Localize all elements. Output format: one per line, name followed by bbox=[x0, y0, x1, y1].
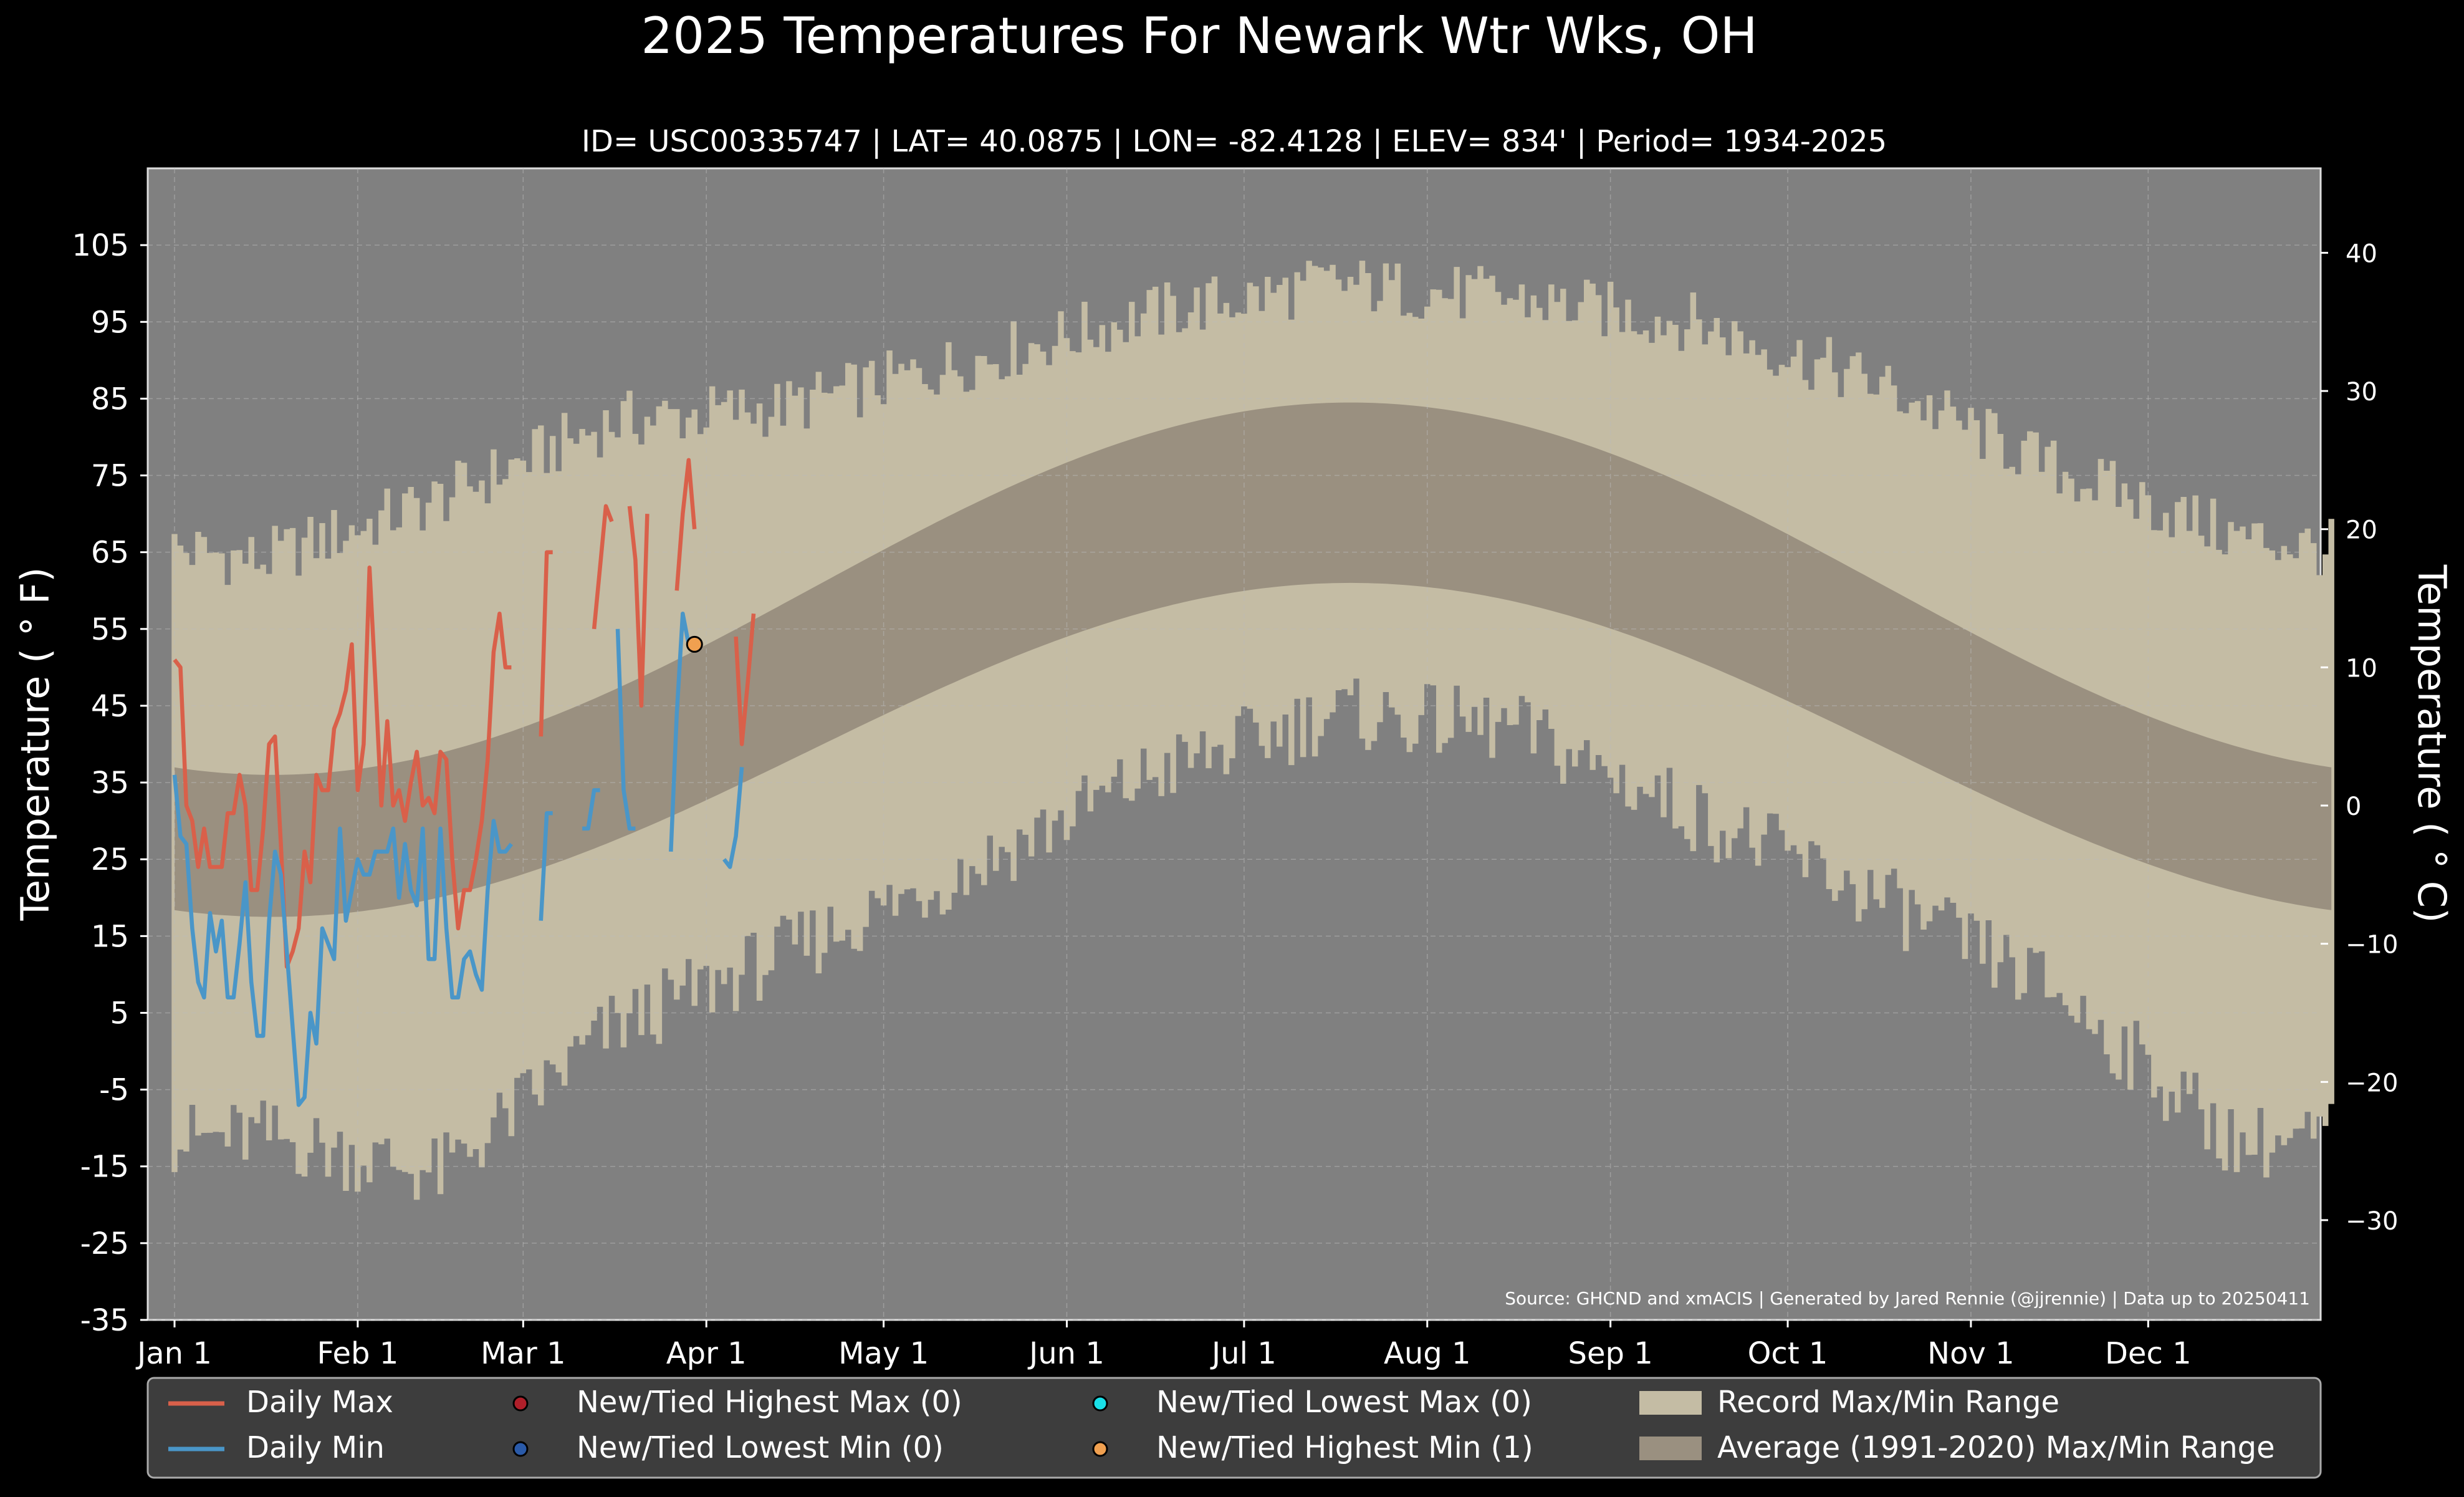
daily-max-line bbox=[734, 613, 756, 746]
highest-min-marker bbox=[686, 635, 703, 653]
legend-highest-min-label: New/Tied Highest Min (1) bbox=[1156, 1430, 1533, 1465]
y-tick-label: 75 bbox=[91, 459, 129, 494]
x-tick-label: Nov 1 bbox=[1927, 1336, 2014, 1371]
daily-max-line bbox=[173, 566, 512, 969]
y-tick-label: 105 bbox=[72, 228, 129, 263]
legend-lowest-min-label: New/Tied Lowest Min (0) bbox=[577, 1430, 944, 1465]
legend-daily-min-label: Daily Min bbox=[246, 1430, 385, 1465]
source-note: Source: GHCND and xmACIS | Generated by … bbox=[1505, 1288, 2310, 1309]
y-tick-label: 25 bbox=[91, 842, 129, 877]
daily-series bbox=[172, 458, 756, 1107]
x-tick-label: Aug 1 bbox=[1384, 1336, 1471, 1371]
y-tick-label: 55 bbox=[91, 612, 129, 647]
y-tick-label: 5 bbox=[110, 996, 129, 1031]
daily-min-line bbox=[615, 628, 636, 831]
y-tick-label: 85 bbox=[91, 382, 129, 416]
daily-max-line bbox=[592, 504, 614, 630]
x-tick-label: Jun 1 bbox=[1027, 1336, 1105, 1371]
y-tick-label: -35 bbox=[80, 1303, 129, 1338]
daily-min-line bbox=[539, 811, 553, 921]
chart-title: 2025 Temperatures For Newark Wtr Wks, OH bbox=[641, 7, 1757, 65]
y-tick-label: 45 bbox=[91, 689, 129, 724]
legend-record-range-label: Record Max/Min Range bbox=[1717, 1385, 2059, 1420]
y-tick-label: 95 bbox=[91, 305, 129, 340]
y-right-tick-label: 20 bbox=[2346, 516, 2377, 545]
x-tick-label: Sep 1 bbox=[1568, 1336, 1653, 1371]
y-tick-label: -5 bbox=[99, 1073, 129, 1108]
y-axis-right: −30 −20 −10 0 10 20 30 40 bbox=[2321, 239, 2398, 1236]
legend: Daily Max Daily Min New/Tied Highest Max (… bbox=[168, 1385, 2275, 1465]
x-tick-label: Dec 1 bbox=[2105, 1336, 2192, 1371]
daily-min-line bbox=[582, 788, 600, 831]
legend-highest-max-swatch bbox=[512, 1395, 529, 1412]
grid-lines bbox=[148, 168, 2321, 1321]
y-tick-label: -15 bbox=[80, 1150, 129, 1185]
legend-box bbox=[146, 1377, 2322, 1479]
y-right-tick-label: 30 bbox=[2346, 378, 2377, 407]
x-tick-label: Apr 1 bbox=[666, 1336, 747, 1371]
daily-max-line bbox=[674, 458, 697, 591]
daily-min-line bbox=[172, 774, 513, 1107]
y-axis-label-left: Temperature ( ° F) bbox=[12, 567, 58, 922]
y-axis-left: -35 -25 -15 -5 5 15 25 35 45 55 65 75 85 95 105 bbox=[72, 228, 148, 1338]
chart-subtitle: ID= USC00335747 | LAT= 40.0875 | LON= -8… bbox=[582, 124, 1887, 159]
normal-range-area bbox=[175, 402, 2332, 917]
y-right-tick-label: −20 bbox=[2346, 1069, 2398, 1097]
y-tick-label: 65 bbox=[91, 536, 129, 570]
x-axis: Jan 1 Feb 1 Mar 1 Apr 1 May 1 Jun 1 Jul 1 Aug 1… bbox=[135, 1320, 2192, 1371]
x-tick-label: Jan 1 bbox=[135, 1336, 212, 1371]
legend-lowest-max-swatch bbox=[1092, 1395, 1108, 1412]
record-range-area bbox=[171, 261, 2334, 1200]
x-tick-label: Oct 1 bbox=[1748, 1336, 1828, 1371]
y-right-tick-label: −10 bbox=[2346, 931, 2398, 960]
daily-min-line bbox=[722, 767, 744, 869]
y-right-tick-label: −30 bbox=[2346, 1207, 2398, 1236]
record-markers bbox=[686, 635, 703, 653]
normal-range-band bbox=[175, 402, 2332, 917]
x-tick-label: Jul 1 bbox=[1210, 1336, 1277, 1371]
x-tick-label: Mar 1 bbox=[481, 1336, 565, 1371]
y-axis-label-right: Temperature ( ° C) bbox=[2409, 564, 2455, 923]
daily-min-line bbox=[669, 611, 691, 852]
legend-lowest-max-label: New/Tied Lowest Max (0) bbox=[1156, 1385, 1532, 1420]
legend-record-range-swatch bbox=[1639, 1391, 1702, 1415]
y-right-tick-label: 40 bbox=[2346, 239, 2377, 268]
y-tick-label: 35 bbox=[91, 766, 129, 801]
y-tick-label: -25 bbox=[80, 1226, 129, 1261]
record-range-band bbox=[171, 261, 2334, 1200]
legend-highest-max-label: New/Tied Highest Max (0) bbox=[577, 1385, 962, 1420]
legend-lowest-min-swatch bbox=[512, 1441, 529, 1457]
y-right-tick-label: 10 bbox=[2346, 654, 2377, 683]
y-tick-label: 15 bbox=[91, 919, 129, 954]
legend-normal-range-swatch bbox=[1639, 1437, 1702, 1460]
legend-highest-min-swatch bbox=[1092, 1441, 1108, 1457]
x-tick-label: Feb 1 bbox=[317, 1336, 398, 1371]
y-right-tick-label: 0 bbox=[2346, 792, 2361, 821]
daily-max-line bbox=[539, 550, 553, 737]
legend-normal-range-label: Average (1991-2020) Max/Min Range bbox=[1717, 1430, 2275, 1465]
daily-max-line bbox=[627, 506, 650, 708]
x-tick-label: May 1 bbox=[838, 1336, 929, 1371]
legend-daily-max-label: Daily Max bbox=[246, 1385, 393, 1420]
